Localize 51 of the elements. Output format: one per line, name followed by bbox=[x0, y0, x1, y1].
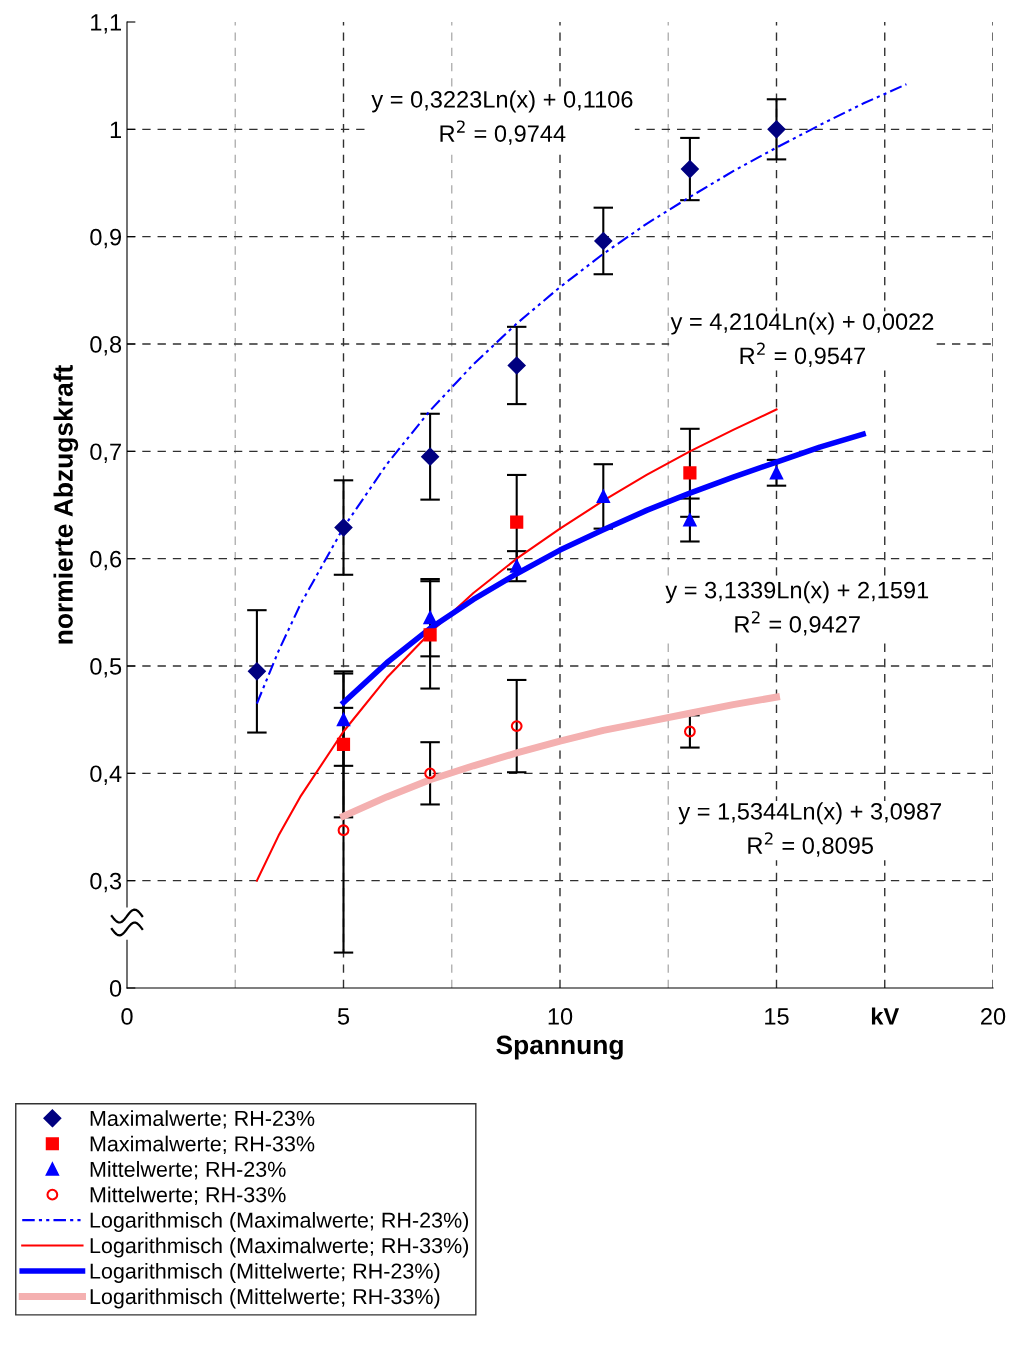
point bbox=[683, 513, 697, 527]
y-tick-label: 0,5 bbox=[90, 658, 122, 678]
x-tick-label: 15 bbox=[765, 1008, 789, 1025]
y-tick-label: 0,8 bbox=[90, 336, 122, 356]
y-tick-label: 0,4 bbox=[90, 765, 122, 785]
legend-label: Logarithmisch (Mittelwerte; RH-23%) bbox=[90, 1262, 440, 1283]
x-tick-label: 0 bbox=[121, 1008, 133, 1025]
point bbox=[510, 559, 524, 573]
y-axis-title: normierte Abzugskraft bbox=[53, 365, 79, 644]
legend-label: Mittelwerte; RH-23% bbox=[90, 1161, 286, 1180]
point bbox=[337, 824, 350, 837]
point bbox=[594, 232, 613, 250]
y-tick-label: 0 bbox=[109, 980, 122, 997]
y-tick-label: 0,9 bbox=[90, 228, 122, 249]
point bbox=[336, 737, 351, 751]
legend-label: Logarithmisch (Mittelwerte; RH-33%) bbox=[90, 1288, 440, 1309]
legend-label: Maximalwerte; RH-23% bbox=[90, 1110, 315, 1129]
point bbox=[507, 356, 526, 375]
annotation: y = 0,3223Ln(x) + 0,1106 R$^{2}$ = 0,9744 bbox=[371, 90, 633, 145]
legend-label: Logarithmisch (Maximalwerte; RH-33%) bbox=[90, 1237, 469, 1258]
point bbox=[684, 725, 696, 738]
point bbox=[424, 767, 436, 780]
point bbox=[248, 662, 266, 681]
point bbox=[334, 518, 353, 537]
point bbox=[421, 447, 439, 466]
point bbox=[510, 720, 523, 733]
annotation: y = 3,1339Ln(x) + 2,1591 R$^{2}$ = 0,9427 bbox=[665, 581, 929, 636]
legend-label: Maximalwerte; RH-33% bbox=[90, 1135, 315, 1155]
y-tick-label: 0,6 bbox=[90, 550, 122, 571]
x-axis-title: Spannung bbox=[496, 1035, 623, 1060]
x-tick-label: kV bbox=[871, 1007, 900, 1025]
y-tick-label: 1 bbox=[110, 121, 121, 138]
annotation: y = 1,5344Ln(x) + 3,0987 R$^{2}$ = 0,8095 bbox=[678, 802, 942, 857]
y-tick-label: 1,1 bbox=[91, 14, 121, 34]
point bbox=[596, 489, 610, 504]
legend-label: Logarithmisch (Maximalwerte; RH-23%) bbox=[90, 1212, 469, 1233]
y-tick-label: 0,7 bbox=[90, 443, 121, 463]
point bbox=[423, 628, 437, 642]
x-tick-label: 20 bbox=[981, 1008, 1006, 1025]
point bbox=[683, 466, 697, 480]
point bbox=[767, 120, 786, 139]
annotation: y = 4,2104Ln(x) + 0,0022 R$^{2}$ = 0,9547 bbox=[670, 312, 934, 367]
point bbox=[681, 160, 699, 178]
x-tick-label: 5 bbox=[337, 1008, 350, 1025]
point bbox=[769, 466, 784, 480]
point bbox=[510, 515, 524, 529]
y-tick-label: 0,3 bbox=[90, 872, 122, 893]
x-tick-label: 10 bbox=[548, 1008, 573, 1025]
point bbox=[336, 713, 351, 727]
legend-label: Mittelwerte; RH-33% bbox=[90, 1186, 286, 1205]
point bbox=[423, 611, 437, 625]
